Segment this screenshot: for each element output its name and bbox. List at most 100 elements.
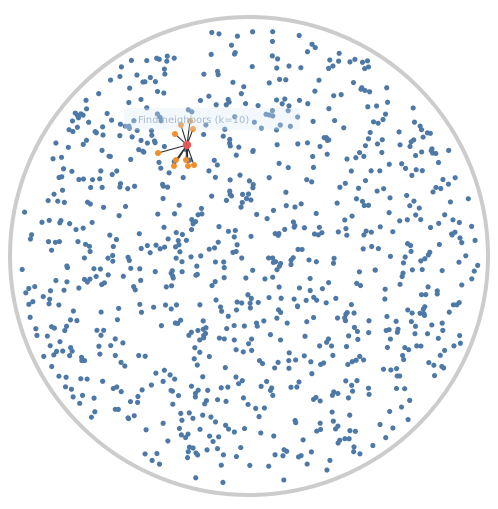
data-point bbox=[422, 304, 428, 310]
data-point bbox=[218, 462, 224, 468]
data-point bbox=[131, 413, 137, 419]
data-point bbox=[57, 220, 63, 226]
data-point bbox=[70, 394, 76, 400]
data-point bbox=[240, 349, 246, 355]
data-point bbox=[238, 444, 244, 451]
data-point bbox=[203, 122, 209, 128]
data-point bbox=[64, 264, 71, 271]
data-point bbox=[353, 155, 359, 161]
data-point bbox=[168, 306, 174, 312]
data-point bbox=[112, 336, 118, 342]
data-point bbox=[209, 282, 215, 289]
data-point bbox=[311, 294, 317, 300]
data-point bbox=[274, 65, 280, 71]
data-point bbox=[80, 225, 86, 231]
data-point bbox=[131, 183, 138, 189]
data-point bbox=[353, 357, 359, 363]
data-point bbox=[164, 53, 170, 59]
data-point bbox=[63, 323, 70, 329]
data-point bbox=[335, 229, 341, 235]
data-point bbox=[231, 51, 238, 57]
data-point bbox=[286, 103, 292, 109]
data-point bbox=[274, 142, 280, 148]
data-point bbox=[26, 301, 32, 307]
data-point bbox=[50, 156, 56, 162]
data-point bbox=[356, 269, 363, 275]
data-point bbox=[138, 245, 144, 252]
data-point bbox=[266, 175, 272, 181]
data-point bbox=[228, 42, 235, 48]
data-point bbox=[269, 385, 275, 391]
data-point bbox=[418, 216, 424, 223]
data-point bbox=[81, 255, 87, 261]
data-point bbox=[411, 198, 417, 204]
data-point bbox=[110, 258, 116, 264]
data-point bbox=[419, 168, 425, 174]
data-point bbox=[308, 359, 314, 365]
data-point bbox=[296, 285, 303, 291]
data-point bbox=[288, 384, 294, 390]
data-point bbox=[452, 175, 458, 181]
data-point bbox=[323, 135, 329, 141]
data-point bbox=[408, 139, 414, 145]
data-point bbox=[56, 373, 62, 379]
data-point bbox=[144, 57, 150, 64]
data-point bbox=[92, 409, 98, 415]
data-point bbox=[84, 199, 91, 205]
data-point bbox=[82, 241, 89, 247]
selected-point[interactable] bbox=[182, 140, 192, 150]
data-point bbox=[401, 356, 407, 363]
data-point bbox=[34, 332, 40, 338]
data-point bbox=[194, 362, 200, 368]
data-point bbox=[45, 239, 52, 245]
data-point bbox=[418, 343, 424, 349]
data-point bbox=[377, 421, 383, 428]
data-point bbox=[230, 79, 236, 85]
data-point bbox=[41, 353, 47, 359]
data-point bbox=[324, 467, 330, 473]
data-point bbox=[457, 340, 463, 346]
data-point bbox=[239, 300, 245, 306]
data-point bbox=[357, 451, 363, 457]
data-point bbox=[220, 479, 226, 486]
data-point bbox=[134, 399, 141, 405]
data-point bbox=[424, 331, 431, 337]
data-point bbox=[266, 80, 272, 86]
data-point bbox=[225, 384, 231, 390]
data-point bbox=[241, 84, 247, 90]
data-point bbox=[212, 419, 219, 425]
data-point bbox=[163, 284, 169, 290]
data-point bbox=[427, 224, 434, 231]
data-point bbox=[214, 446, 221, 452]
data-point bbox=[169, 388, 175, 394]
data-point bbox=[197, 302, 203, 308]
data-point bbox=[346, 333, 352, 339]
data-point bbox=[387, 408, 393, 415]
data-point bbox=[225, 313, 231, 319]
data-point bbox=[412, 331, 418, 337]
data-point bbox=[395, 326, 401, 332]
data-point bbox=[237, 172, 243, 178]
data-point bbox=[359, 59, 366, 65]
data-point bbox=[200, 412, 206, 418]
data-point bbox=[361, 153, 367, 159]
data-point bbox=[345, 395, 352, 401]
data-point bbox=[144, 242, 150, 249]
data-point bbox=[373, 103, 380, 109]
data-point bbox=[299, 246, 305, 253]
data-point bbox=[144, 140, 150, 146]
data-point bbox=[438, 185, 444, 192]
data-point bbox=[333, 295, 339, 301]
data-point bbox=[156, 56, 162, 62]
data-point bbox=[190, 445, 196, 451]
data-point bbox=[296, 97, 303, 103]
data-point bbox=[366, 391, 372, 397]
data-point bbox=[161, 90, 167, 96]
data-point bbox=[223, 197, 230, 203]
data-point bbox=[355, 336, 361, 342]
data-point bbox=[272, 365, 278, 371]
data-point bbox=[283, 203, 289, 209]
data-point bbox=[199, 211, 205, 217]
data-point bbox=[138, 309, 145, 315]
